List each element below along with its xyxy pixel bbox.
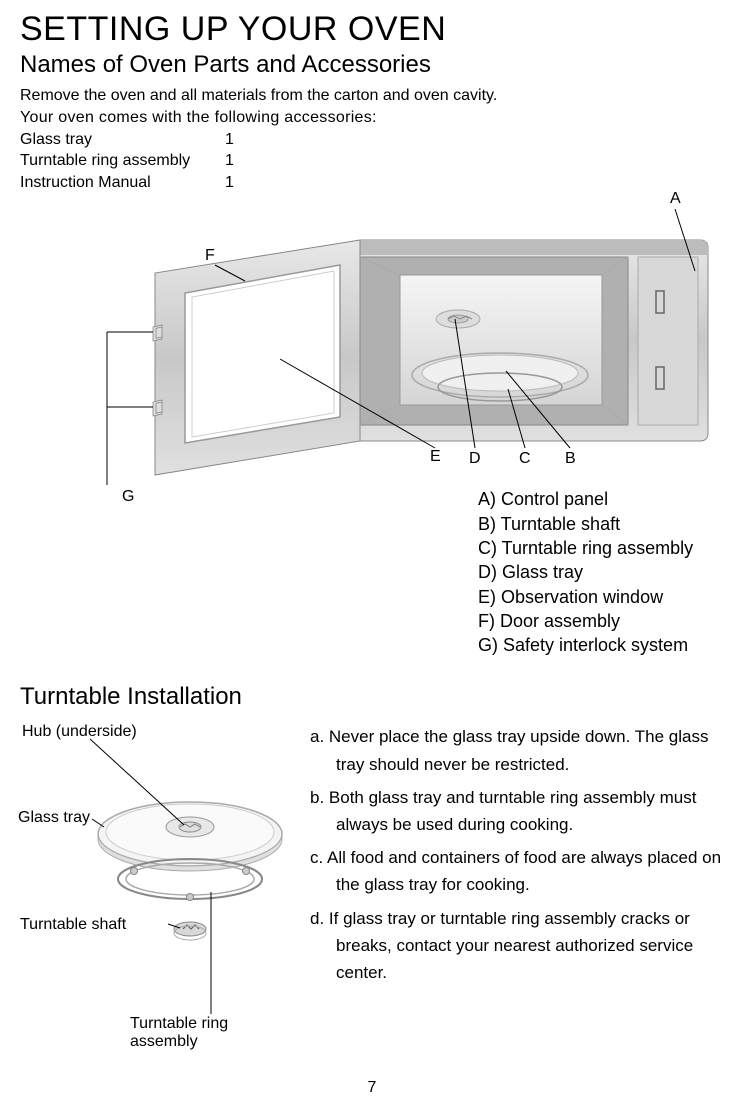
- legend-item: B) Turntable shaft: [478, 512, 693, 536]
- instruction-item: a. Never place the glass tray upside dow…: [310, 723, 724, 777]
- instruction-item: c. All food and containers of food are a…: [310, 844, 724, 898]
- accessory-row: Glass tray 1: [20, 129, 724, 151]
- oven-svg: [20, 185, 724, 525]
- legend-item: D) Glass tray: [478, 560, 693, 584]
- legend-item: G) Safety interlock system: [478, 633, 693, 657]
- legend-item: C) Turntable ring assembly: [478, 536, 693, 560]
- instruction-item: b. Both glass tray and turntable ring as…: [310, 784, 724, 838]
- accessory-qty: 1: [225, 150, 234, 172]
- label-ring: Turntable ring assembly: [130, 1015, 300, 1051]
- turntable-svg: [20, 719, 300, 1049]
- accessories-list: Glass tray 1 Turntable ring assembly 1 I…: [20, 129, 724, 194]
- part-label-d: D: [469, 450, 481, 468]
- page-number: 7: [368, 1079, 377, 1097]
- part-label-e: E: [430, 448, 441, 466]
- label-hub: Hub (underside): [22, 723, 137, 741]
- instruction-item: d. If glass tray or turntable ring assem…: [310, 905, 724, 987]
- part-label-g: G: [122, 488, 134, 506]
- page-title: SETTING UP YOUR OVEN: [20, 10, 724, 49]
- legend-item: A) Control panel: [478, 487, 693, 511]
- label-shaft: Turntable shaft: [20, 916, 126, 934]
- intro-text-1: Remove the oven and all materials from t…: [20, 85, 724, 107]
- instructions-list: a. Never place the glass tray upside dow…: [310, 719, 724, 1049]
- oven-diagram: A B C D E F G A) Control panel B) Turnta…: [20, 185, 724, 525]
- turntable-diagram: Hub (underside) Glass tray Turntable sha…: [20, 719, 300, 1049]
- accessory-row: Turntable ring assembly 1: [20, 150, 724, 172]
- section2-title: Turntable Installation: [20, 683, 724, 711]
- legend-item: E) Observation window: [478, 585, 693, 609]
- part-label-b: B: [565, 450, 576, 468]
- section-subtitle: Names of Oven Parts and Accessories: [20, 51, 724, 79]
- part-label-c: C: [519, 450, 531, 468]
- part-label-f: F: [205, 247, 215, 265]
- intro-text-2: Your oven comes with the following acces…: [20, 109, 724, 127]
- legend-item: F) Door assembly: [478, 609, 693, 633]
- accessory-name: Turntable ring assembly: [20, 150, 225, 172]
- label-glass-tray: Glass tray: [18, 809, 90, 827]
- parts-legend: A) Control panel B) Turntable shaft C) T…: [478, 487, 693, 657]
- accessory-name: Glass tray: [20, 129, 225, 151]
- part-label-a: A: [670, 190, 681, 208]
- accessory-qty: 1: [225, 129, 234, 151]
